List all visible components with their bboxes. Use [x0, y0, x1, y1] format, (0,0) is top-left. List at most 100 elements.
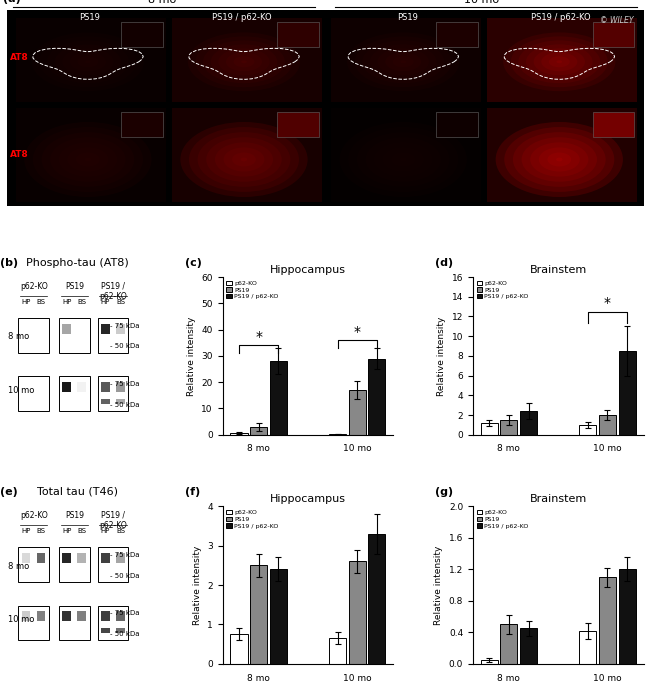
Bar — [62, 324, 72, 334]
Ellipse shape — [224, 147, 265, 171]
Ellipse shape — [400, 61, 406, 63]
Bar — [270, 569, 287, 664]
Ellipse shape — [240, 158, 247, 162]
Bar — [36, 553, 46, 563]
Title: Brainstem: Brainstem — [530, 265, 587, 275]
Ellipse shape — [556, 61, 562, 63]
Text: HP: HP — [101, 299, 110, 305]
Text: 8 mo: 8 mo — [148, 0, 177, 6]
Ellipse shape — [339, 122, 467, 197]
Ellipse shape — [503, 32, 616, 92]
Ellipse shape — [24, 122, 151, 197]
Ellipse shape — [76, 153, 99, 166]
Text: (d): (d) — [436, 257, 454, 268]
Ellipse shape — [180, 122, 307, 197]
Ellipse shape — [526, 44, 593, 79]
Ellipse shape — [378, 48, 429, 75]
Ellipse shape — [400, 158, 406, 162]
Ellipse shape — [556, 158, 562, 162]
Ellipse shape — [355, 36, 452, 87]
Ellipse shape — [40, 36, 136, 87]
Text: BS: BS — [116, 299, 125, 305]
Ellipse shape — [370, 44, 437, 79]
Text: (b): (b) — [0, 257, 18, 268]
Text: HP: HP — [21, 299, 31, 305]
Text: - 50 kDa: - 50 kDa — [110, 631, 140, 637]
Bar — [500, 625, 517, 664]
Text: PS19 /
p62-KO: PS19 / p62-KO — [99, 511, 127, 530]
Title: Hippocampus: Hippocampus — [270, 265, 346, 275]
Text: HP: HP — [62, 299, 72, 305]
Bar — [98, 318, 128, 353]
Ellipse shape — [42, 132, 135, 187]
Bar — [619, 351, 636, 435]
Ellipse shape — [541, 52, 577, 72]
Bar — [16, 18, 166, 102]
Ellipse shape — [33, 127, 143, 192]
Title: Hippocampus: Hippocampus — [270, 494, 346, 504]
Text: BS: BS — [37, 299, 46, 305]
Text: (a): (a) — [3, 0, 21, 4]
Bar — [101, 324, 110, 334]
Y-axis label: Relative intensity: Relative intensity — [434, 546, 443, 625]
Text: PS19 / p62-KO: PS19 / p62-KO — [213, 13, 272, 22]
Ellipse shape — [32, 32, 144, 92]
Bar — [121, 112, 162, 137]
Bar — [116, 553, 125, 563]
Ellipse shape — [513, 132, 606, 187]
Ellipse shape — [348, 127, 458, 192]
Ellipse shape — [189, 127, 299, 192]
Bar — [277, 22, 318, 47]
Bar — [230, 433, 248, 435]
Ellipse shape — [198, 132, 291, 187]
Text: PS19 / p62-KO: PS19 / p62-KO — [531, 13, 590, 22]
Text: - 75 kDa: - 75 kDa — [110, 552, 140, 558]
Ellipse shape — [196, 36, 292, 87]
Text: *: * — [354, 325, 361, 338]
Bar — [98, 605, 128, 641]
Text: 8 mo: 8 mo — [8, 332, 29, 341]
Text: PS19: PS19 — [65, 282, 84, 291]
Text: HP: HP — [101, 528, 110, 535]
Ellipse shape — [534, 48, 585, 75]
Ellipse shape — [357, 132, 450, 187]
Text: (c): (c) — [185, 257, 202, 268]
Bar — [348, 561, 366, 664]
Bar — [16, 108, 166, 202]
Bar — [369, 358, 385, 435]
Text: © WILEY: © WILEY — [601, 17, 634, 25]
Text: PS19 /
p62-KO: PS19 / p62-KO — [99, 282, 127, 301]
Bar — [101, 553, 110, 563]
Text: BS: BS — [116, 528, 125, 535]
Ellipse shape — [374, 142, 432, 177]
Bar — [172, 18, 322, 102]
Ellipse shape — [58, 142, 117, 177]
Text: HP: HP — [21, 528, 31, 535]
Bar — [18, 547, 49, 582]
Bar — [77, 612, 86, 621]
Ellipse shape — [391, 153, 415, 166]
Ellipse shape — [226, 52, 262, 72]
Text: AT8: AT8 — [10, 150, 29, 160]
Y-axis label: Relative intensity: Relative intensity — [437, 316, 446, 396]
Bar — [101, 383, 110, 392]
Text: - 50 kDa: - 50 kDa — [110, 402, 140, 408]
Bar — [77, 383, 86, 392]
Bar — [116, 612, 125, 621]
Bar — [437, 22, 478, 47]
Bar — [172, 108, 322, 202]
Ellipse shape — [385, 52, 421, 72]
Ellipse shape — [50, 138, 125, 182]
Text: p62-KO: p62-KO — [20, 282, 47, 291]
Bar — [437, 112, 478, 137]
Text: (g): (g) — [436, 487, 454, 497]
Bar — [18, 376, 49, 411]
Bar — [593, 112, 634, 137]
Ellipse shape — [211, 44, 278, 79]
Bar — [21, 612, 31, 621]
Ellipse shape — [504, 127, 614, 192]
Bar — [599, 577, 616, 664]
Bar — [101, 628, 110, 634]
Ellipse shape — [233, 56, 254, 67]
Bar — [59, 605, 90, 641]
